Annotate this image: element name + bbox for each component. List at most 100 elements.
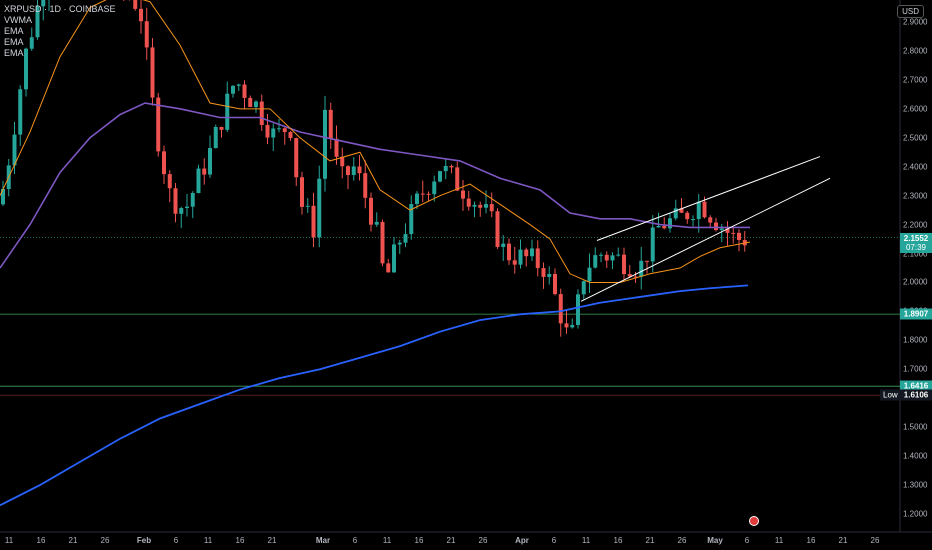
price-tick-label: 1.5000 (903, 422, 928, 432)
candle-body (144, 21, 149, 48)
candle (236, 83, 241, 91)
price-tick-label: 2.7000 (903, 75, 928, 85)
candle-body (397, 242, 402, 245)
candle (622, 247, 626, 281)
candle-body (737, 232, 741, 240)
candle (351, 157, 356, 181)
time-tick-label: 26 (677, 536, 687, 545)
price-tick-label: 2.5000 (903, 133, 928, 143)
price-tick-label: 2.2000 (903, 220, 928, 230)
candle (668, 212, 672, 233)
candle (478, 201, 483, 217)
candle-body (622, 254, 626, 275)
currency-button[interactable]: USD (897, 5, 924, 18)
candle-body (340, 156, 345, 167)
candle-body (507, 243, 511, 261)
candle (443, 159, 448, 180)
candle (501, 235, 506, 261)
candle-body (449, 165, 454, 168)
candle-body (24, 48, 28, 90)
candle (282, 127, 287, 145)
candle-body (685, 212, 690, 220)
candle (576, 289, 580, 329)
time-tick-label: 11 (581, 536, 591, 545)
candle-body (259, 101, 264, 125)
candle (139, 0, 143, 34)
candle-body (305, 205, 310, 207)
price-tick-label: 1.2000 (903, 509, 928, 519)
candle (162, 145, 166, 185)
candle (547, 266, 552, 285)
candle-body (363, 173, 368, 198)
candle-body (294, 138, 299, 178)
time-tick-label: 11 (382, 536, 392, 545)
candle-body (277, 128, 281, 130)
candle-body (380, 221, 385, 264)
legend-ema-2: EMA (4, 37, 24, 47)
time-tick-label: 26 (870, 536, 880, 545)
time-tick-label: Mar (315, 536, 331, 545)
candle-body (478, 204, 483, 208)
time-tick-label: 21 (838, 536, 848, 545)
candle-body (472, 204, 477, 207)
candle-body (236, 84, 241, 86)
price-level-value: 2.1552 (903, 233, 929, 243)
candle (363, 160, 368, 209)
candle-body (455, 167, 460, 191)
indicator-legend: XRPUSD · 1D · COINBASE VWMA EMA EMA EMA (4, 4, 116, 59)
candle (48, 0, 50, 11)
time-tick-label: 16 (613, 536, 623, 545)
candle-body (564, 323, 569, 328)
candle-body (484, 204, 488, 208)
candle-body (317, 178, 322, 238)
price-level-tag: 1.6416 (900, 380, 932, 392)
candle (41, 0, 46, 21)
candle-body (673, 208, 678, 219)
candle (311, 192, 316, 247)
candle-body (369, 197, 373, 225)
candle-body (179, 208, 184, 214)
candle (432, 175, 437, 202)
candle-body (248, 97, 253, 108)
time-tick-label: 26 (478, 536, 488, 545)
candle (1, 180, 5, 207)
candle (714, 217, 718, 232)
candle-body (535, 248, 540, 269)
candle (737, 229, 741, 252)
candle (259, 94, 264, 131)
candle (133, 0, 138, 11)
candle-body (553, 273, 557, 295)
price-tick-label: 1.8000 (903, 335, 928, 345)
candle (650, 215, 655, 273)
candle-body (162, 151, 166, 175)
candle (334, 125, 339, 165)
candle (317, 165, 322, 248)
candle-body (518, 249, 523, 265)
candle-body (35, 6, 40, 38)
time-tick-label: 16 (414, 536, 424, 545)
candle-body (702, 201, 707, 218)
candle-body (300, 177, 304, 207)
candle (645, 260, 649, 274)
candle-body (41, 0, 46, 7)
price-level-tag: 1.6106 (900, 389, 932, 401)
candle-body (374, 221, 379, 225)
candle-body (466, 198, 471, 207)
candle-body (541, 268, 546, 277)
candle (627, 265, 632, 278)
news-event-icon[interactable] (749, 516, 759, 526)
candle-body (185, 206, 189, 209)
candle-body (691, 219, 695, 221)
candle (392, 237, 396, 273)
price-tick-label: 1.3000 (903, 480, 928, 490)
candle (196, 164, 201, 194)
candle (242, 80, 247, 110)
candle-body (271, 128, 276, 138)
candle-body (587, 267, 592, 282)
ema-short-line (0, 0, 751, 283)
candle (409, 195, 414, 240)
candles (1, 0, 747, 337)
candle (541, 262, 546, 289)
candle (305, 198, 310, 213)
